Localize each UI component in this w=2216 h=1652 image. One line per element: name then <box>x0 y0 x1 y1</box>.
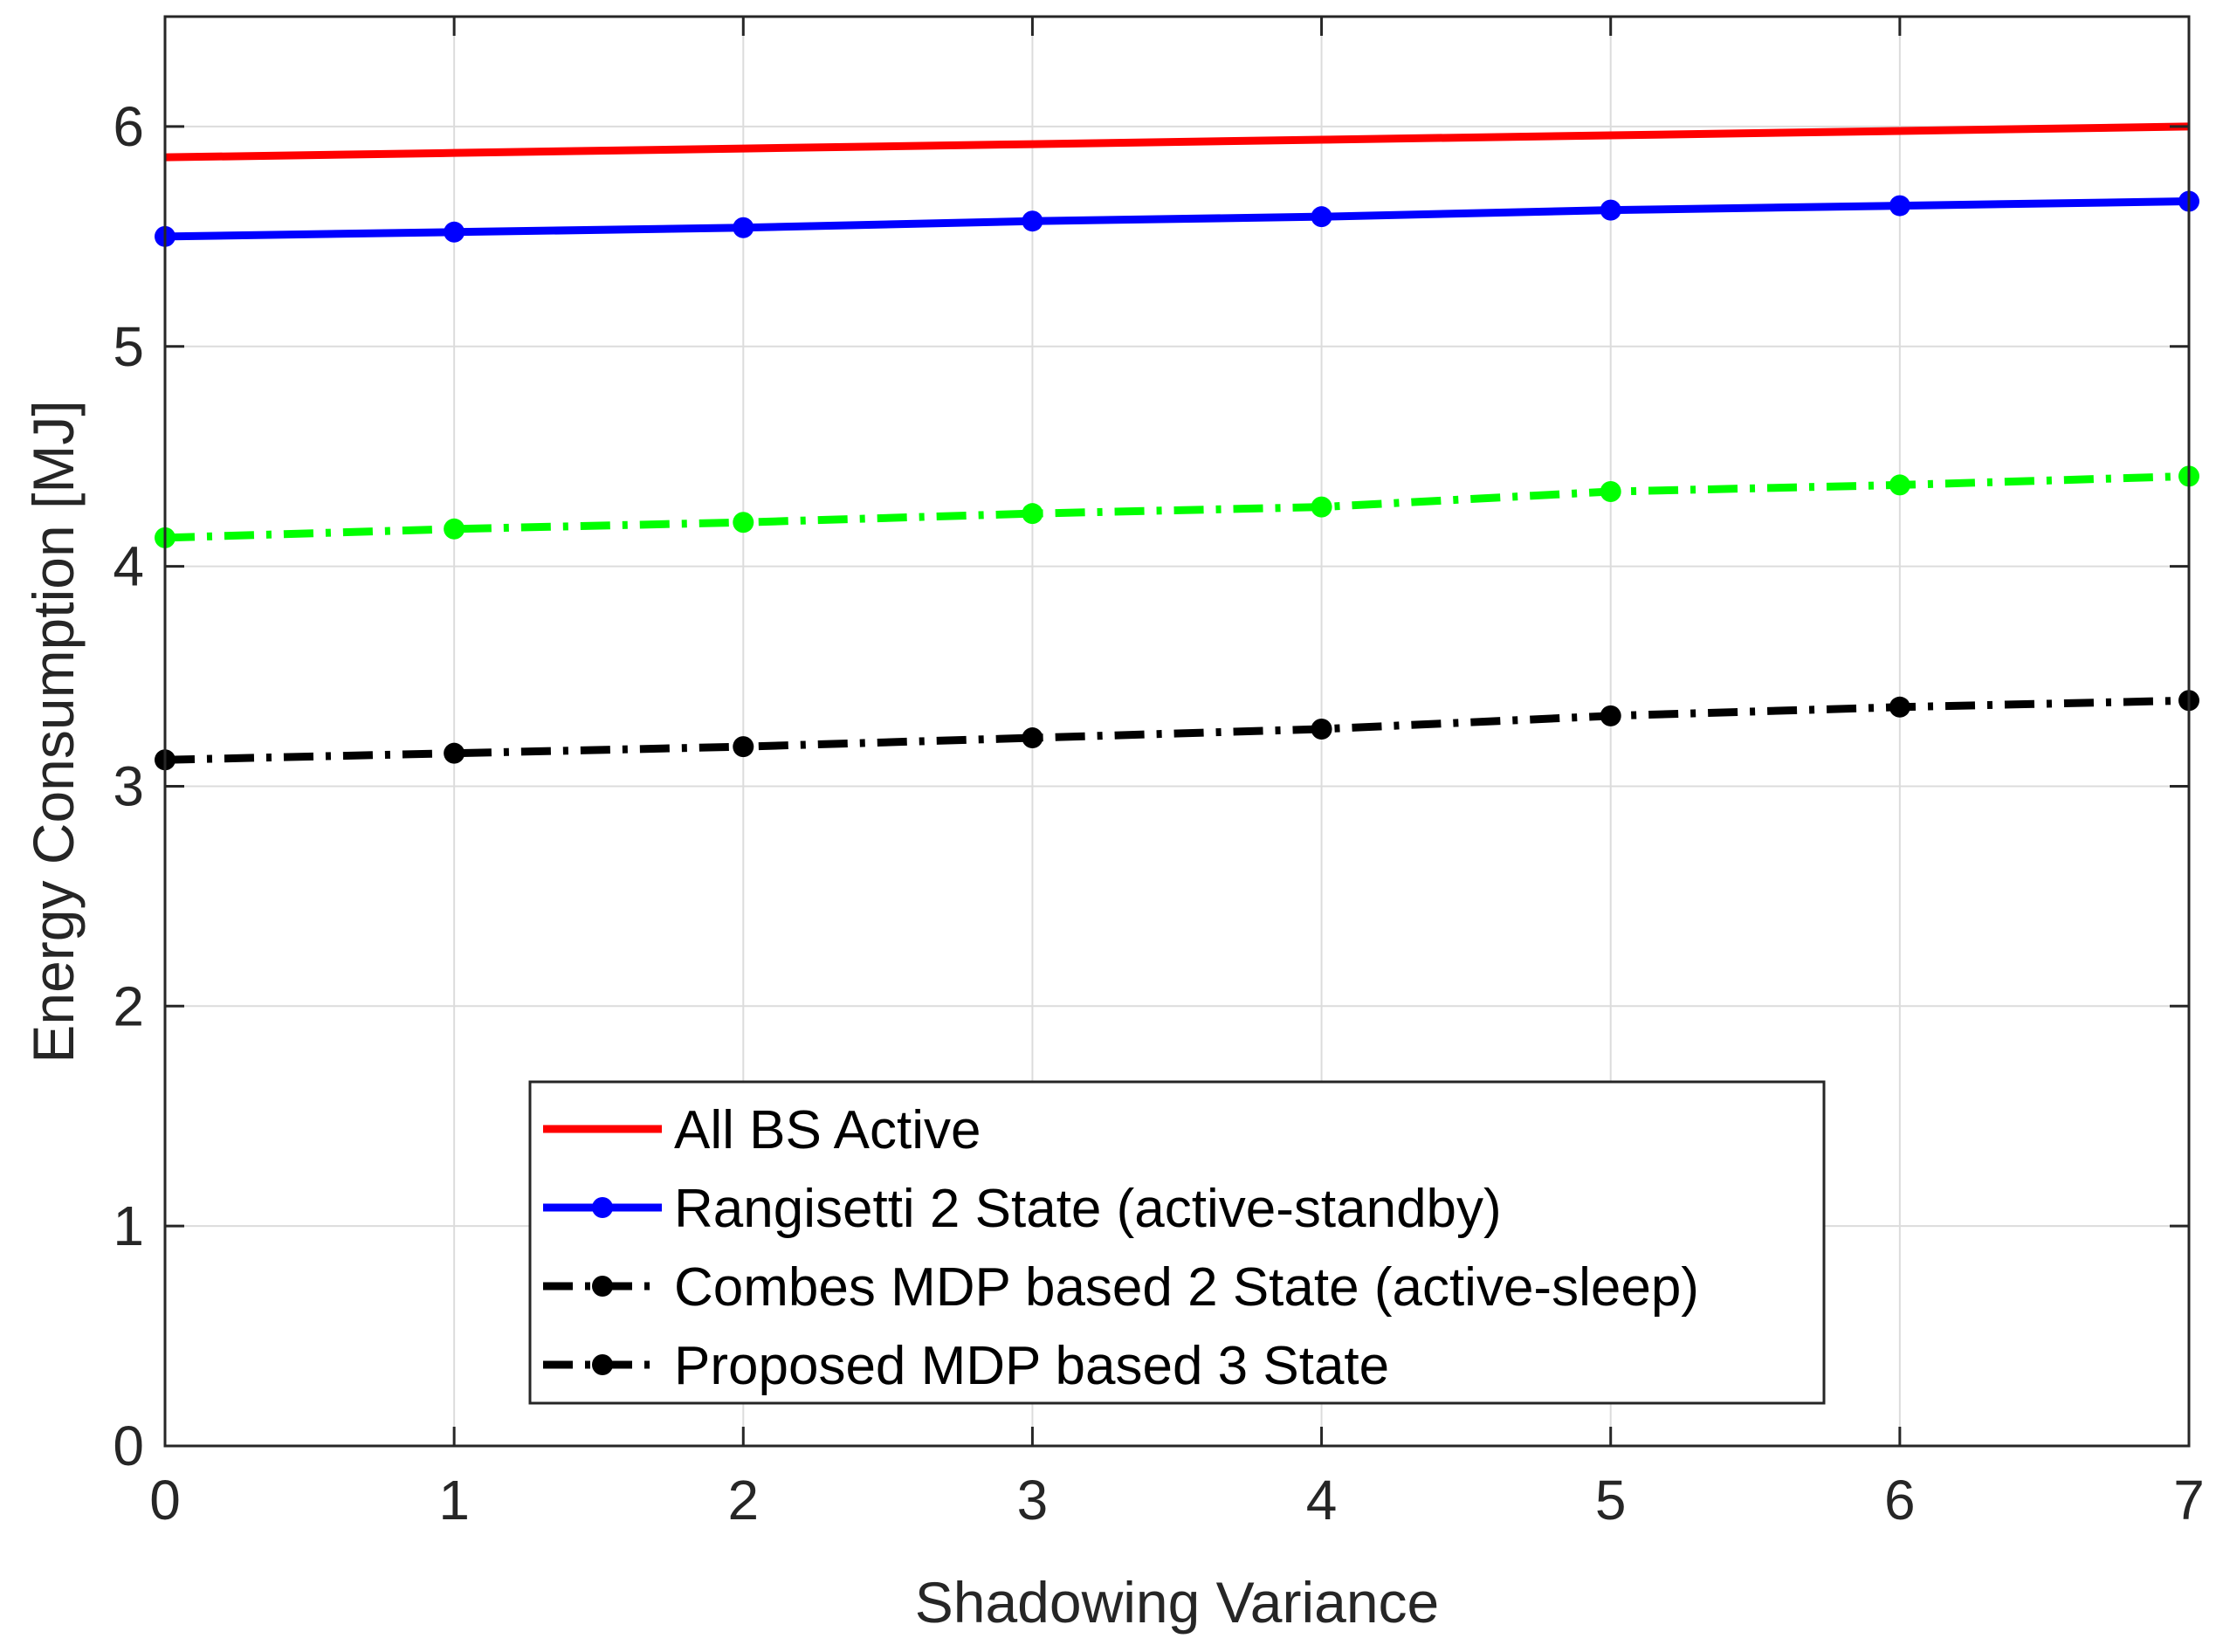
series-3 <box>155 465 2199 548</box>
legend-box <box>528 1080 1826 1405</box>
plot-frame <box>163 15 2191 1448</box>
y-tick-label: 5 <box>113 315 144 378</box>
data-point <box>1311 206 1332 228</box>
x-tick-label: 6 <box>1884 1469 1916 1532</box>
data-point <box>733 217 754 238</box>
series-line <box>164 122 2190 162</box>
series-4 <box>155 690 2199 771</box>
legend-item: All BS Active <box>543 1100 981 1160</box>
series-1 <box>164 122 2190 162</box>
legend-marker-sample <box>592 1197 613 1218</box>
series-line <box>164 197 2190 241</box>
data-point <box>1022 210 1043 232</box>
y-tick-label: 6 <box>113 95 144 158</box>
data-point <box>733 736 754 758</box>
legend-marker-sample <box>592 1354 613 1375</box>
series-2 <box>155 190 2199 247</box>
data-point <box>1022 727 1043 749</box>
data-point <box>733 512 754 533</box>
data-point <box>1600 199 1621 221</box>
legend-item: Proposed MDP based 3 State <box>543 1336 1389 1396</box>
legend-label: Rangisetti 2 State (active-standby) <box>674 1179 1502 1239</box>
y-axis-title: Energy Consumption [MJ] <box>21 400 86 1063</box>
y-tick-label: 3 <box>113 754 144 817</box>
legend-label: Proposed MDP based 3 State <box>674 1336 1389 1396</box>
data-point <box>444 221 465 243</box>
y-tick-label: 2 <box>113 974 144 1037</box>
axis-ticks <box>163 17 2191 1448</box>
x-tick-label: 3 <box>1017 1469 1049 1532</box>
data-point <box>1889 696 1910 718</box>
legend-item: Rangisetti 2 State (active-standby) <box>543 1179 1502 1239</box>
data-point <box>444 742 465 764</box>
series-line <box>164 472 2190 542</box>
x-tick-label: 2 <box>727 1469 759 1532</box>
legend: All BS Active Rangisetti 2 State (active-… <box>528 1080 1826 1405</box>
data-point <box>1600 480 1621 502</box>
data-point <box>1311 718 1332 740</box>
data-point <box>1311 496 1332 518</box>
legend-item: Combes MDP based 2 State (active-sleep) <box>543 1257 1699 1318</box>
series-line <box>164 696 2190 764</box>
y-tick-label: 1 <box>113 1194 144 1257</box>
y-tick-label: 4 <box>113 535 144 598</box>
x-tick-label: 4 <box>1306 1469 1338 1532</box>
data-point <box>1889 195 1910 217</box>
x-tick-label: 7 <box>2173 1469 2205 1532</box>
legend-marker-sample <box>592 1276 613 1297</box>
data-point <box>1022 503 1043 525</box>
x-tick-label: 1 <box>438 1469 470 1532</box>
legend-label: All BS Active <box>674 1100 981 1160</box>
series-layer <box>155 122 2199 771</box>
x-axis-title: Shadowing Variance <box>915 1570 1440 1635</box>
x-tick-label: 5 <box>1595 1469 1627 1532</box>
data-point <box>1600 705 1621 726</box>
x-tick-label: 0 <box>149 1469 181 1532</box>
y-tick-label: 0 <box>113 1415 144 1477</box>
legend-label: Combes MDP based 2 State (active-sleep) <box>674 1257 1699 1318</box>
axis-tick-labels: 0 1 2 3 4 5 6 7 0 1 2 3 4 5 6 <box>113 95 2204 1532</box>
data-point <box>1889 474 1910 496</box>
data-point <box>444 518 465 540</box>
